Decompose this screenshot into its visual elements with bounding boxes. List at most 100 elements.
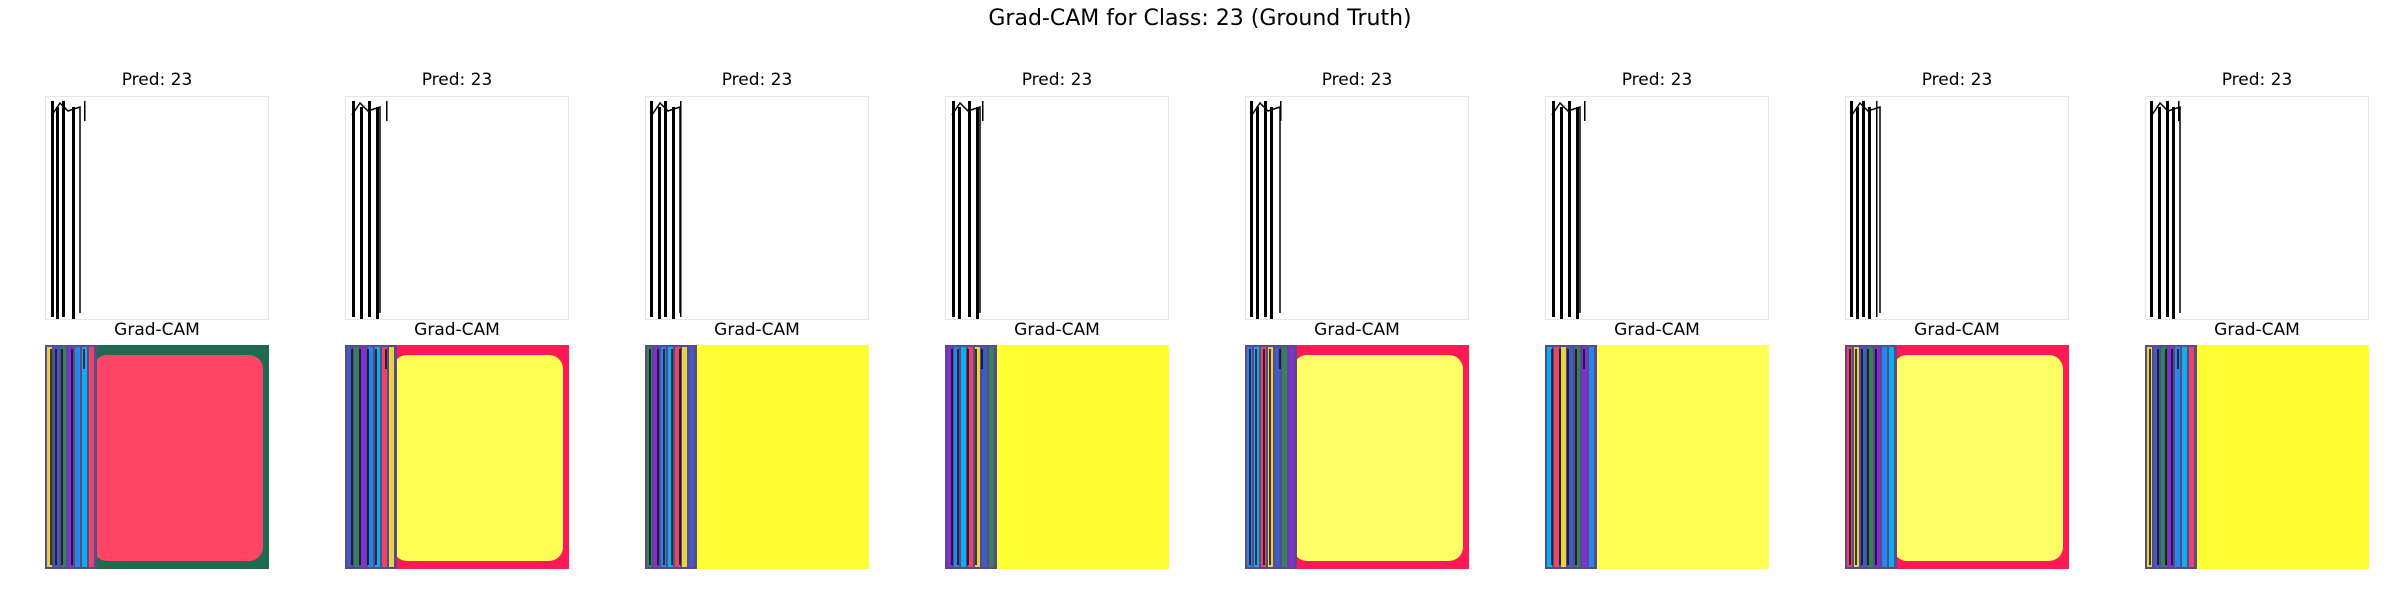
heatmap-stripe	[989, 347, 994, 567]
heatmap-activation	[1593, 355, 1763, 561]
pred-title: Pred: 23	[1021, 70, 1093, 90]
heatmap-stripe	[961, 347, 966, 567]
stroke-line	[1583, 349, 1585, 369]
heatmap-activation	[2193, 355, 2363, 561]
stroke-line	[1567, 349, 1569, 565]
heatmap-stripe	[682, 347, 687, 567]
heatmap-stripe	[654, 347, 659, 567]
heatmap-stripe	[1568, 347, 1573, 567]
stroke-line	[1552, 101, 1555, 317]
gradcam-heatmap	[645, 345, 869, 569]
heatmap-stripe	[947, 347, 952, 567]
heatmap-stripe	[354, 347, 359, 567]
stroke-line	[968, 101, 971, 317]
stroke-outline	[951, 101, 981, 313]
gradcam-title: Grad-CAM	[714, 320, 800, 340]
stroke-line	[1850, 101, 1853, 317]
heatmap-stripe	[61, 347, 66, 567]
pred-image	[345, 96, 569, 320]
stroke-line	[367, 349, 369, 565]
heatmap-stripe	[689, 347, 694, 567]
heatmap-stripe	[1561, 347, 1566, 567]
heatmap-stripe	[2182, 347, 2187, 567]
stroke-line	[658, 107, 661, 319]
heatmap-activation	[1293, 355, 1463, 561]
stroke-line	[84, 101, 86, 121]
stroke-line	[951, 349, 953, 565]
stroke-outline	[651, 101, 681, 313]
stroke-line	[1551, 349, 1553, 565]
heatmap-stripe	[2161, 347, 2166, 567]
pred-title: Pred: 23	[721, 70, 793, 90]
stroke-line	[1568, 101, 1571, 317]
gradcam-title: Grad-CAM	[2214, 320, 2300, 340]
gradcam-heatmap	[1245, 345, 1469, 569]
stroke-line	[664, 101, 667, 317]
stroke-line	[1855, 349, 1857, 565]
heatmap-stripe	[47, 347, 52, 567]
gradcam-title: Grad-CAM	[1914, 320, 2000, 340]
heatmap-stripe	[675, 347, 680, 567]
stroke-line	[2150, 101, 2153, 317]
gradcam-heatmap	[345, 345, 569, 569]
pred-image	[1245, 96, 1469, 320]
stroke-line	[1560, 107, 1563, 319]
heatmap-activation	[1893, 355, 2063, 561]
stroke-line	[1849, 349, 1851, 565]
stroke-outline	[351, 101, 381, 313]
figure-title: Grad-CAM for Class: 23 (Ground Truth)	[988, 6, 1412, 31]
stroke-line	[2166, 101, 2169, 317]
stroke-line	[1584, 101, 1586, 121]
heatmap-activation	[693, 355, 863, 561]
stroke-line	[958, 107, 961, 319]
heatmap-stripe	[389, 347, 394, 567]
stroke-line	[650, 101, 653, 317]
heatmap-stripe	[1582, 347, 1587, 567]
heatmap-activation	[993, 355, 1163, 561]
stroke-outline	[2151, 101, 2181, 313]
stroke-line	[1861, 349, 1863, 565]
heatmap-stripe	[1868, 347, 1873, 567]
heatmap-stripe	[82, 347, 87, 567]
stroke-line	[51, 101, 54, 317]
heatmap-stripe	[1889, 347, 1894, 567]
heatmap-stripe	[1882, 347, 1887, 567]
stroke-line	[1279, 349, 1281, 369]
stroke-line	[671, 349, 673, 565]
gradcam-heatmap	[45, 345, 269, 569]
stroke-line	[657, 349, 659, 565]
stroke-line	[71, 349, 73, 565]
heatmap-stripe	[361, 347, 366, 567]
heatmap-stripe	[368, 347, 373, 567]
gradcam-title: Grad-CAM	[414, 320, 500, 340]
stroke-line	[957, 349, 959, 565]
stroke-line	[976, 107, 979, 319]
heatmap-stripe	[968, 347, 973, 567]
stroke-line	[50, 349, 52, 565]
stroke-line	[375, 349, 377, 565]
stroke-line	[385, 349, 387, 369]
pred-image	[945, 96, 1169, 320]
gradcam-title: Grad-CAM	[1014, 320, 1100, 340]
heatmap-stripe	[347, 347, 352, 567]
stroke-line	[2158, 107, 2161, 319]
heatmap-stripe	[382, 347, 387, 567]
pred-title: Pred: 23	[1321, 70, 1393, 90]
heatmap-stripe	[954, 347, 959, 567]
heatmap-stripe	[1282, 347, 1287, 567]
stroke-line	[967, 349, 969, 565]
stroke-outline	[51, 101, 81, 313]
stroke-line	[1250, 101, 1253, 317]
stroke-outline	[1851, 101, 1881, 313]
stroke-line	[386, 101, 388, 121]
pred-title: Pred: 23	[2221, 70, 2293, 90]
heatmap-stripe	[68, 347, 73, 567]
stroke-line	[981, 349, 983, 369]
gradcam-heatmap	[945, 345, 1169, 569]
stroke-outline	[1251, 101, 1281, 313]
heatmap-stripe	[2189, 347, 2194, 567]
gradcam-title: Grad-CAM	[1614, 320, 1700, 340]
heatmap-stripe	[2154, 347, 2159, 567]
stroke-line	[1876, 101, 1878, 317]
heatmap-stripe	[375, 347, 380, 567]
